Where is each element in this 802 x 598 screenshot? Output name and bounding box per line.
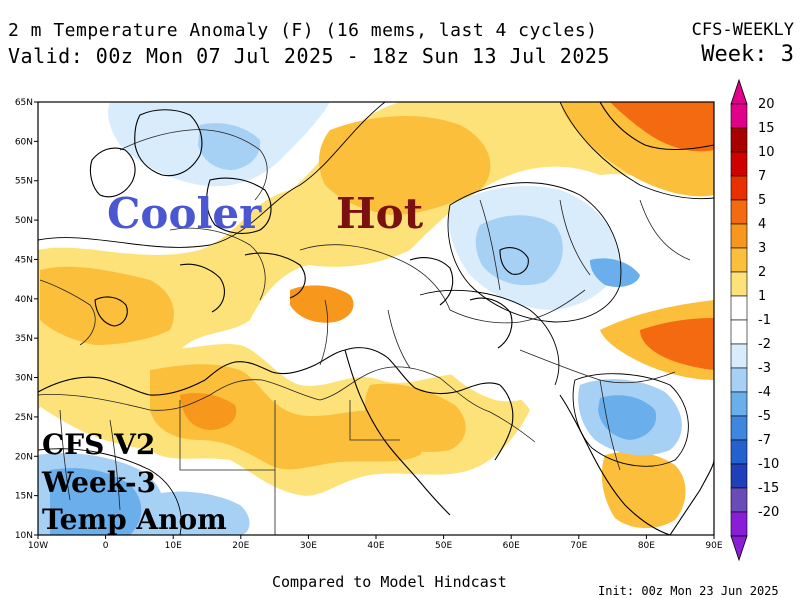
colorbar-label: -20: [758, 505, 779, 520]
colorbar-label: -15: [758, 481, 779, 496]
warm-anomaly-russia: [318, 115, 491, 215]
colorbar-label: -5: [758, 409, 771, 424]
lat-tick-label: 40N: [15, 295, 33, 305]
lat-tick-label: 50N: [15, 216, 33, 226]
colorbar-label: 3: [758, 241, 766, 256]
lat-tick-label: 10N: [15, 531, 33, 541]
lon-tick-label: 0: [103, 541, 109, 551]
cfs-label-line1: CFS V2: [42, 428, 156, 461]
colorbar-segment: [730, 247, 748, 273]
cool-anomaly-india-core: [598, 395, 657, 440]
lat-tick-label: 55N: [15, 177, 33, 187]
colorbar-segment: [730, 439, 748, 465]
week-label: Week: 3: [701, 42, 794, 67]
init-time: Init: 00z Mon 23 Jun 2025: [598, 584, 779, 598]
anomaly-contours: [38, 102, 714, 535]
colorbar-segment: [730, 511, 748, 537]
colorbar-label: 5: [758, 193, 766, 208]
colorbar-top-arrow: [730, 78, 748, 105]
colorbar-segment: [730, 175, 748, 201]
colorbar-label: 15: [758, 121, 775, 136]
colorbar-segment: [730, 487, 748, 513]
lon-tick-label: 10E: [165, 541, 182, 551]
colorbar-segment: [730, 103, 748, 129]
cfs-label-line3: Temp Anom: [42, 503, 227, 536]
lon-tick-label: 10W: [28, 541, 48, 551]
colorbar-label: -4: [758, 385, 771, 400]
coastlines: [38, 102, 714, 535]
colorbar-label: 20: [758, 97, 775, 112]
cool-anomaly-mongolia: [590, 258, 640, 287]
cooler-label: Cooler: [107, 189, 262, 238]
colorbar-label: -3: [758, 361, 771, 376]
lon-tick-label: 80E: [638, 541, 655, 551]
colorbar-label: -7: [758, 433, 771, 448]
lat-tick-label: 15N: [15, 492, 33, 502]
colorbar-label: 2: [758, 265, 766, 280]
colorbar-segment: [730, 151, 748, 177]
lon-tick-label: 30E: [300, 541, 317, 551]
lat-tick-label: 65N: [15, 98, 33, 108]
anomaly-field: [38, 102, 714, 535]
colorbar-segment: [730, 223, 748, 249]
colorbar-segment: [730, 463, 748, 489]
country-borders: [38, 129, 691, 535]
lat-tick-label: 45N: [15, 255, 33, 265]
colorbar-label: -10: [758, 457, 779, 472]
cool-anomaly-scandinavia-core: [198, 123, 261, 170]
colorbar-label: -2: [758, 337, 771, 352]
colorbar-segment: [730, 271, 748, 297]
lat-tick-label: 30N: [15, 374, 33, 384]
cfs-label-line2: Week-3: [42, 466, 157, 499]
hot-anomaly-tibet-core: [640, 318, 714, 370]
colorbar: 20 15 10 7 5 4 3 2 1 -1 -2 -3 -4 -5 -7 -10 -15 -20: [730, 78, 779, 562]
lat-tick-label: 20N: [15, 452, 33, 462]
colorbar-segment: [730, 367, 748, 393]
lon-tick-label: 20E: [232, 541, 249, 551]
warm-anomaly-india: [601, 451, 686, 529]
colorbar-bottom-arrow: [730, 535, 748, 562]
lat-tick-label: 25N: [15, 413, 33, 423]
colorbar-label: 4: [758, 217, 766, 232]
colorbar-segment: [730, 295, 748, 321]
footer-note: Compared to Model Hindcast: [272, 573, 507, 591]
lon-tick-label: 70E: [570, 541, 587, 551]
hot-anomaly-siberia: [610, 102, 714, 152]
warm-anomaly-sahara: [150, 364, 423, 470]
valid-period: Valid: 00z Mon 07 Jul 2025 - 18z Sun 13 …: [8, 44, 610, 68]
colorbar-label: -1: [758, 313, 771, 328]
lon-tick-label: 90E: [705, 541, 722, 551]
colorbar-label: 7: [758, 169, 766, 184]
lat-tick-label: 35N: [15, 334, 33, 344]
colorbar-segment: [730, 319, 748, 345]
warm-anomaly-turkey: [290, 285, 354, 323]
map-title: 2 m Temperature Anomaly (F) (16 mems, la…: [8, 20, 598, 41]
colorbar-segment: [730, 343, 748, 369]
lon-tick-label: 40E: [367, 541, 384, 551]
latitude-axis: 65N 60N 55N 50N 45N 40N 35N 30N 25N 20N 15N 10N: [15, 98, 38, 541]
lat-tick-label: 60N: [15, 137, 33, 147]
colorbar-label: 10: [758, 145, 775, 160]
colorbar-segment: [730, 199, 748, 225]
colorbar-label: 1: [758, 289, 766, 304]
lon-tick-label: 60E: [503, 541, 520, 551]
warm-anomaly-iberia: [40, 266, 174, 345]
warm-anomaly-arabia: [364, 383, 466, 452]
hot-label: Hot: [336, 189, 424, 238]
longitude-axis: 10W 0 10E 20E 30E 40E 50E 60E 70E 80E 90E: [28, 535, 723, 551]
colorbar-segment: [730, 127, 748, 153]
colorbar-segment: [730, 415, 748, 441]
warm-anomaly-europe: [38, 102, 714, 410]
colorbar-segment: [730, 391, 748, 417]
cool-anomaly-sahel: [150, 491, 250, 535]
model-name: CFS-WEEKLY: [691, 20, 794, 40]
lon-tick-label: 50E: [435, 541, 452, 551]
